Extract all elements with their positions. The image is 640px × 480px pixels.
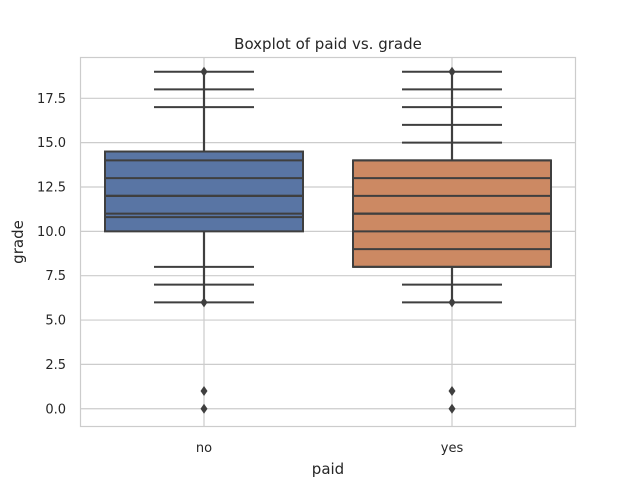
box-body [104, 150, 304, 233]
y-tick-label: 5.0 [45, 314, 66, 329]
y-axis-ticks: 0.0 2.5 5.0 7.5 10.0 12.5 15.0 17.5 [37, 92, 66, 417]
whisker-marker [200, 297, 208, 308]
x-axis-ticks: no yes [196, 441, 464, 456]
y-tick-label: 7.5 [45, 269, 66, 284]
y-tick-label: 17.5 [37, 92, 66, 107]
outlier-point [448, 386, 456, 397]
y-tick-label: 0.0 [45, 402, 66, 417]
y-tick-label: 10.0 [37, 225, 66, 240]
x-axis-label: paid [312, 460, 344, 478]
box-yes [352, 66, 552, 414]
x-tick-label: yes [441, 441, 464, 456]
outlier-point [200, 386, 208, 397]
plot-frame [79, 56, 577, 428]
y-tick-label: 15.0 [37, 136, 66, 151]
y-tick-label: 12.5 [37, 181, 66, 196]
box-no [104, 66, 304, 414]
boxes-layer [104, 66, 552, 414]
chart-title: Boxplot of paid vs. grade [234, 35, 422, 53]
y-axis-label: grade [9, 220, 27, 264]
x-tick-label: no [196, 441, 212, 456]
whisker-marker [448, 297, 456, 308]
outlier-point [448, 403, 456, 414]
outlier-point [200, 403, 208, 414]
whisker-marker [200, 66, 208, 77]
y-tick-label: 2.5 [45, 358, 66, 373]
whisker-marker [448, 66, 456, 77]
